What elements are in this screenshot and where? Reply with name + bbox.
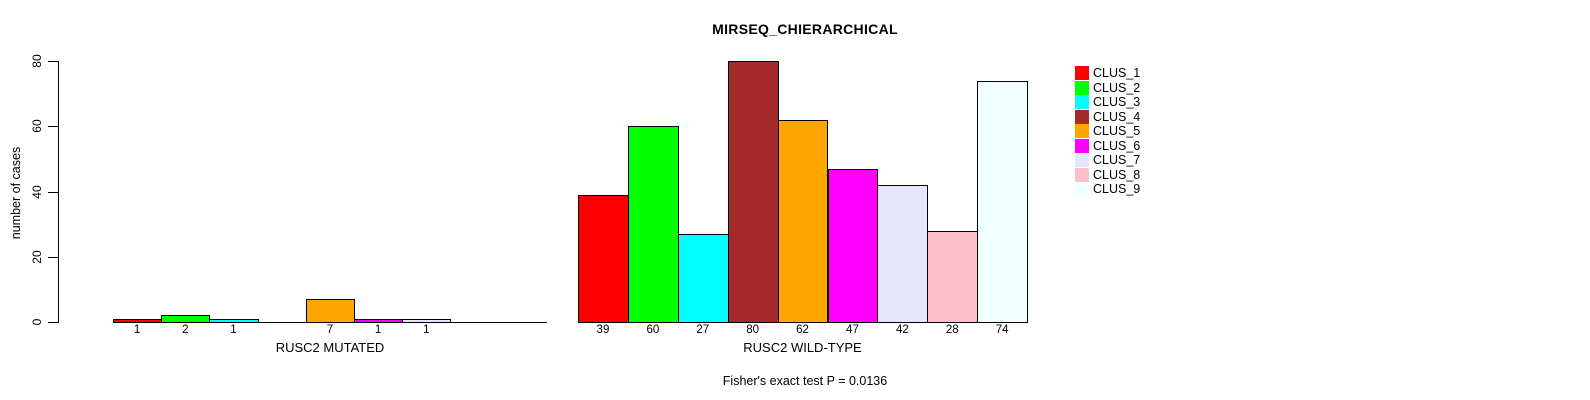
y-tick-label-0: 0 bbox=[30, 318, 44, 326]
y-tick-20 bbox=[48, 256, 58, 258]
legend-label-CLUS_8: CLUS_8 bbox=[1093, 167, 1141, 182]
bar-CLUS_3 bbox=[209, 318, 259, 323]
y-axis-line bbox=[58, 61, 59, 323]
bar-value-CLUS_7: 1 bbox=[423, 324, 430, 336]
bar-value-CLUS_9: 74 bbox=[995, 324, 1009, 336]
legend-label-CLUS_6: CLUS_6 bbox=[1093, 138, 1141, 153]
legend-label-CLUS_9: CLUS_9 bbox=[1093, 182, 1141, 196]
legend-swatch-CLUS_2 bbox=[1075, 80, 1089, 95]
bar-CLUS_2 bbox=[161, 315, 211, 323]
legend-swatch-CLUS_5 bbox=[1075, 124, 1089, 138]
bar-CLUS_1 bbox=[113, 318, 163, 323]
y-tick-80 bbox=[48, 61, 58, 62]
bar-value-CLUS_2: 60 bbox=[646, 324, 660, 336]
y-tick-60 bbox=[48, 126, 58, 128]
bar-CLUS_6 bbox=[827, 168, 879, 323]
y-axis-label: number of cases bbox=[9, 146, 23, 240]
legend-swatch-CLUS_3 bbox=[1075, 95, 1089, 109]
bar-CLUS_4 bbox=[727, 61, 779, 323]
legend-swatch-CLUS_1 bbox=[1075, 66, 1089, 80]
y-tick-label-80: 80 bbox=[30, 54, 44, 68]
y-tick-label-40: 40 bbox=[30, 184, 44, 199]
y-tick-label-60: 60 bbox=[30, 119, 44, 133]
fisher-test-annotation: Fisher's exact test P = 0.0136 bbox=[722, 374, 888, 388]
legend-swatch-CLUS_6 bbox=[1075, 138, 1089, 153]
bar-value-CLUS_3: 27 bbox=[696, 324, 710, 336]
bar-CLUS_2 bbox=[627, 126, 679, 323]
bar-CLUS_9 bbox=[977, 80, 1029, 323]
bar-value-CLUS_4: 80 bbox=[746, 324, 760, 336]
bar-value-CLUS_5: 7 bbox=[326, 324, 334, 336]
bar-CLUS_5 bbox=[305, 299, 355, 323]
bar-CLUS_3 bbox=[677, 233, 729, 323]
y-tick-0 bbox=[48, 322, 58, 323]
chart-title: MIRSEQ_CHIERARCHICAL bbox=[712, 21, 898, 37]
bar-CLUS_1 bbox=[578, 194, 629, 323]
bar-CLUS_7 bbox=[402, 318, 452, 323]
legend-swatch-CLUS_9 bbox=[1075, 182, 1089, 196]
y-tick-label-20: 20 bbox=[30, 250, 44, 264]
bar-value-CLUS_3: 1 bbox=[230, 324, 237, 336]
legend-label-CLUS_4: CLUS_4 bbox=[1093, 109, 1141, 124]
bar-value-CLUS_7: 42 bbox=[895, 324, 909, 336]
bar-CLUS_7 bbox=[877, 184, 929, 323]
bar-value-CLUS_2: 2 bbox=[182, 324, 189, 336]
legend-label-CLUS_1: CLUS_1 bbox=[1093, 66, 1141, 80]
y-tick-40 bbox=[48, 191, 58, 193]
legend-label-CLUS_7: CLUS_7 bbox=[1093, 153, 1141, 167]
x-axis-label-mutated: RUSC2 MUTATED bbox=[275, 340, 385, 355]
bar-value-CLUS_5: 62 bbox=[796, 324, 809, 336]
legend-label-CLUS_3: CLUS_3 bbox=[1093, 95, 1141, 109]
bar-CLUS_6 bbox=[354, 318, 404, 323]
bar-value-CLUS_6: 47 bbox=[846, 324, 859, 336]
legend-label-CLUS_5: CLUS_5 bbox=[1093, 124, 1141, 138]
legend-swatch-CLUS_4 bbox=[1075, 109, 1089, 124]
bar-value-CLUS_6: 1 bbox=[374, 324, 382, 336]
bar-CLUS_5 bbox=[777, 119, 829, 323]
bar-value-CLUS_8: 28 bbox=[945, 324, 959, 336]
x-axis-label-wild-type: RUSC2 WILD-TYPE bbox=[743, 340, 862, 355]
bar-value-CLUS_1: 1 bbox=[133, 324, 141, 336]
legend-swatch-CLUS_8 bbox=[1075, 167, 1089, 182]
bar-value-CLUS_1: 39 bbox=[596, 324, 610, 336]
legend-label-CLUS_2: CLUS_2 bbox=[1093, 80, 1141, 95]
bar-CLUS_8 bbox=[927, 230, 979, 323]
legend-swatch-CLUS_7 bbox=[1075, 153, 1089, 167]
